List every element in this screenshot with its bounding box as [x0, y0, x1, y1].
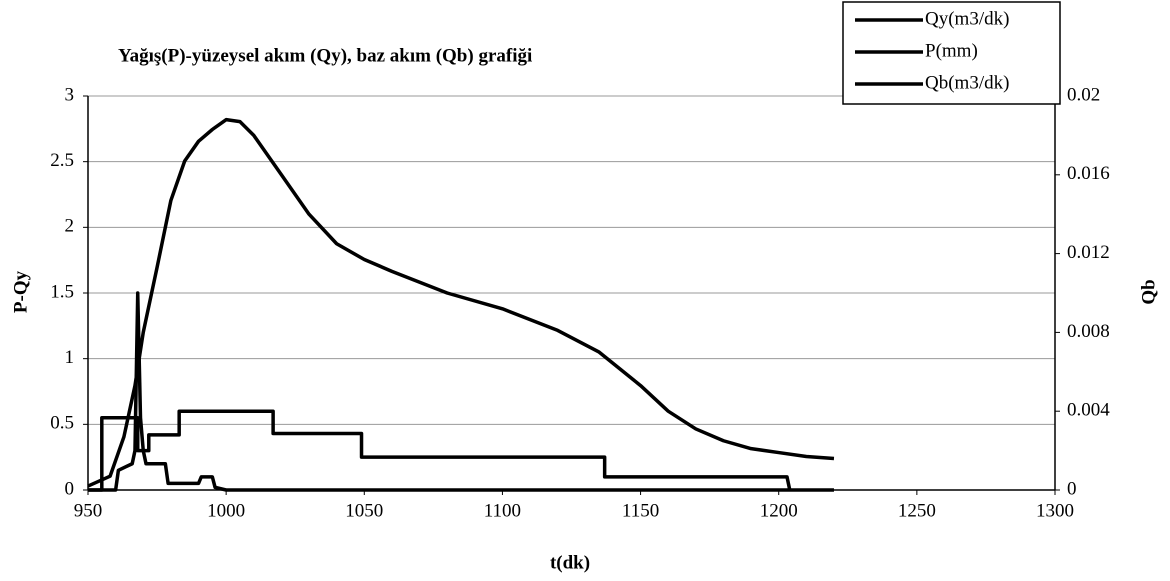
x-tick-label: 1000	[207, 500, 245, 521]
y2-tick-label: 0.016	[1067, 163, 1110, 184]
y-tick-label: 0	[65, 478, 75, 499]
y-tick-label: 2	[65, 216, 75, 237]
y2-tick-label: 0	[1067, 478, 1077, 499]
x-tick-label: 1050	[345, 500, 383, 521]
x-axis-label: t(dk)	[550, 552, 590, 573]
legend-label: Qy(m3/dk)	[925, 8, 1009, 29]
legend-label: Qb(m3/dk)	[925, 72, 1009, 93]
x-tick-label: 1250	[898, 500, 936, 521]
y-axis-label: P-Qy	[10, 270, 31, 313]
x-tick-label: 1200	[760, 500, 798, 521]
y2-tick-label: 0.008	[1067, 321, 1110, 342]
y-tick-label: 1.5	[50, 281, 74, 302]
series-line	[87, 117, 835, 488]
x-tick-label: 1100	[484, 500, 521, 521]
y2-tick-label: 0.02	[1067, 84, 1100, 105]
chart-title: Yağış(P)-yüzeysel akım (Qy), baz akım (Q…	[118, 45, 532, 66]
x-tick-label: 950	[74, 500, 103, 521]
series-line	[88, 409, 792, 492]
y2-tick-label: 0.004	[1067, 400, 1110, 421]
x-tick-label: 1150	[622, 500, 659, 521]
y-tick-label: 1	[65, 347, 75, 368]
x-tick-label: 1300	[1036, 500, 1074, 521]
y-tick-label: 3	[65, 84, 75, 105]
y-tick-label: 2.5	[50, 150, 74, 171]
y2-tick-label: 0.012	[1067, 242, 1110, 263]
series-line	[88, 291, 834, 492]
y-tick-label: 0.5	[50, 413, 74, 434]
legend-label: P(mm)	[925, 40, 978, 61]
y2-axis-label: Qb	[1138, 279, 1159, 304]
